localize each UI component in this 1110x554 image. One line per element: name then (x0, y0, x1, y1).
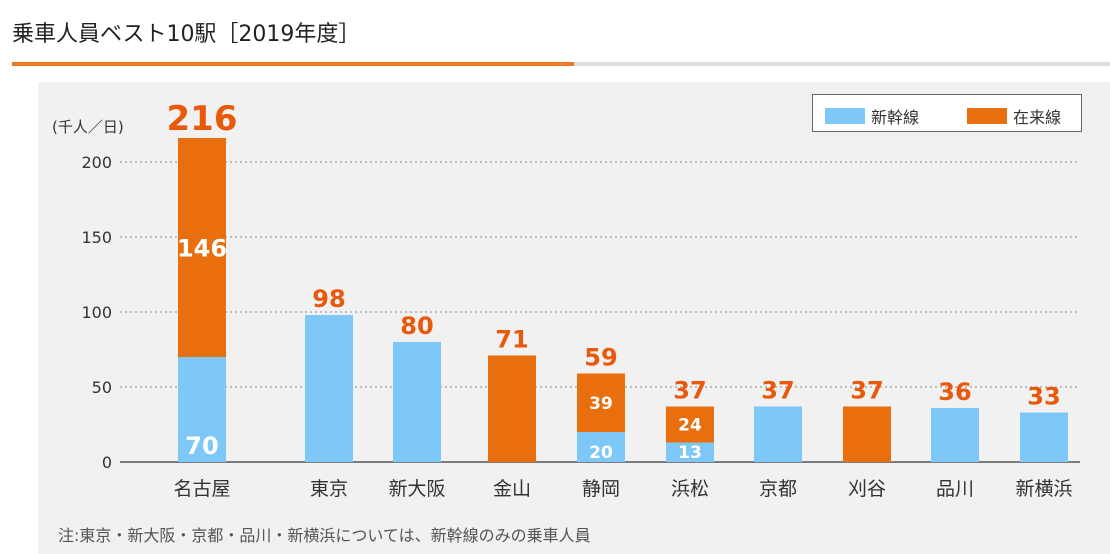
bar-total-label: 216 (167, 99, 238, 139)
segment-label-zairaisen: 24 (678, 416, 702, 436)
y-tick-label: 0 (102, 453, 112, 472)
bar-total-label: 71 (495, 326, 528, 354)
bar-shinkansen (666, 442, 714, 462)
bar-shinkansen (393, 342, 441, 462)
bar-shinkansen (931, 408, 979, 462)
y-tick-label: 150 (81, 228, 112, 247)
bar-zairaisen (577, 373, 625, 432)
x-category-label: 品川 (936, 478, 974, 500)
bar-shinkansen (305, 315, 353, 462)
x-category-label: 東京 (310, 478, 348, 500)
bar-total-label: 37 (850, 377, 883, 405)
bar-total-label: 59 (584, 344, 617, 372)
x-category-label: 京都 (759, 478, 797, 500)
chart-panel: 0 50 100 150 200 (千人／日) 70 146 216 名古屋 98 東京 80 新大阪 71… (38, 82, 1110, 554)
legend-item-shinkansen: 新幹線 (825, 104, 919, 128)
segment-label-shinkansen: 13 (678, 443, 702, 463)
y-tick-label: 50 (92, 378, 112, 397)
bar-total-label: 98 (312, 285, 345, 313)
title-divider-accent (12, 62, 574, 66)
segment-label-zairaisen: 39 (589, 394, 613, 414)
x-category-label: 静岡 (582, 478, 620, 500)
bar-zairaisen (843, 406, 891, 462)
legend-label-shinkansen: 新幹線 (871, 108, 920, 127)
bar-zairaisen (666, 406, 714, 443)
x-category-label: 名古屋 (173, 478, 230, 500)
bar-shinkansen (577, 432, 625, 462)
bar-total-label: 36 (938, 378, 971, 406)
bar-zairaisen (488, 355, 536, 462)
x-category-label: 浜松 (671, 478, 709, 500)
bar-shinkansen (1020, 412, 1068, 462)
y-tick-label: 100 (81, 303, 112, 322)
bar-shinkansen (754, 406, 802, 462)
bar-total-label: 37 (673, 377, 706, 405)
x-category-label: 新大阪 (388, 478, 445, 500)
legend-swatch-shinkansen (825, 108, 865, 124)
y-tick-label: 200 (81, 153, 112, 172)
bar-total-label: 33 (1027, 383, 1060, 411)
legend-item-zairaisen: 在来線 (967, 104, 1061, 128)
chart-footnote: 注:東京・新大阪・京都・品川・新横浜については、新幹線のみの乗車人員 (58, 526, 591, 545)
bar-total-label: 37 (761, 377, 794, 405)
bar-zairaisen (178, 138, 226, 357)
legend-label-zairaisen: 在来線 (1013, 108, 1062, 127)
y-axis-unit-label: (千人／日) (52, 118, 124, 136)
segment-label-shinkansen: 20 (589, 443, 613, 463)
legend-swatch-zairaisen (967, 108, 1007, 124)
chart-legend: 新幹線 在来線 (812, 94, 1082, 132)
x-category-label: 刈谷 (848, 478, 886, 500)
x-category-label: 金山 (493, 478, 531, 500)
bar-chart: 0 50 100 150 200 (千人／日) 70 146 216 名古屋 98 東京 80 新大阪 71… (52, 99, 1080, 500)
x-category-label: 新横浜 (1015, 478, 1072, 500)
bar-shinkansen (178, 357, 226, 462)
segment-label-zairaisen: 146 (177, 235, 227, 263)
segment-label-shinkansen: 70 (185, 432, 218, 460)
bar-total-label: 80 (400, 312, 433, 340)
page-title: 乗車人員ベスト10駅［2019年度］ (12, 22, 361, 47)
